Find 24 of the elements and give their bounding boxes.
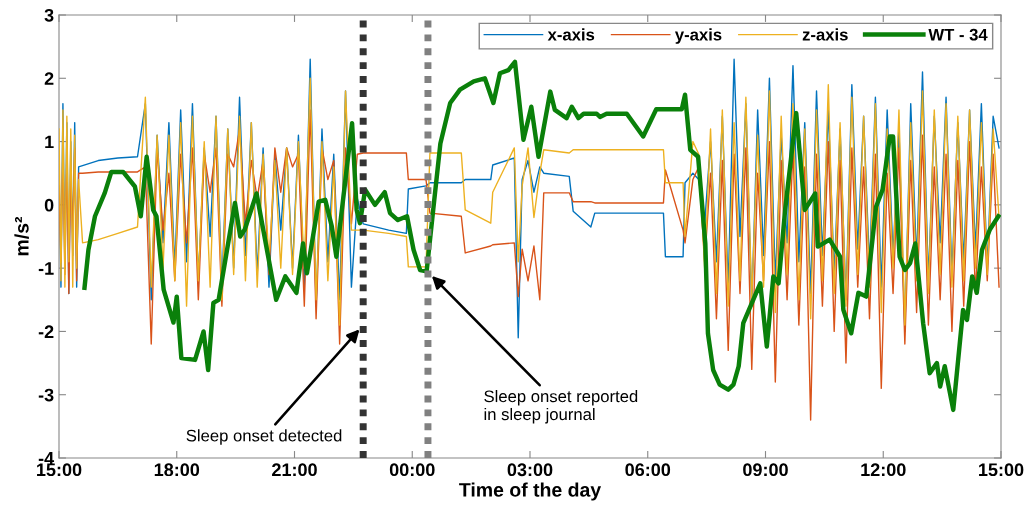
y-tick-label: 1 (45, 135, 54, 149)
y-axis-title: m/s² (14, 216, 29, 256)
x-tick-label: 15:00 (37, 463, 82, 477)
y-tick-label: 3 (44, 8, 54, 22)
ref-line-label: Sleep onset detected (186, 429, 342, 445)
x-tick-label: 18:00 (154, 463, 200, 477)
x-tick-label: 03:00 (507, 463, 553, 477)
y-tick-label: -3 (38, 388, 54, 402)
legend-label: x-axis (547, 28, 595, 41)
x-tick-label: 12:00 (861, 463, 906, 477)
y-tick-label: -2 (38, 325, 54, 338)
x-tick-label: 09:00 (743, 463, 788, 477)
x-tick-label: 15:00 (979, 463, 1024, 477)
legend-label: y-axis (674, 28, 722, 44)
x-tick-label: 00:00 (389, 463, 435, 477)
y-tick-label: 0 (44, 198, 54, 212)
ref-line-label: Sleep onset reported in sleep journal (484, 390, 638, 424)
x-axis-title: Time of the day (459, 482, 602, 501)
x-tick-label: 06:00 (625, 463, 671, 477)
legend-label: z-axis (802, 28, 848, 41)
y-tick-label: -1 (38, 262, 54, 275)
y-tick-label: 2 (44, 72, 54, 85)
x-tick-label: 21:00 (272, 463, 317, 477)
legend-label: WT - 34 (928, 28, 988, 41)
